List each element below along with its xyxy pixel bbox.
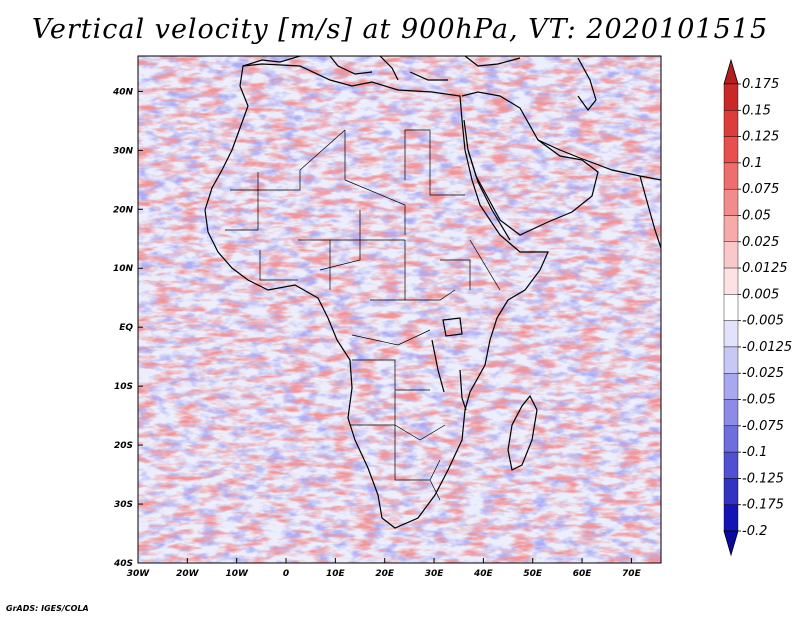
lon-label: 20E [375, 569, 395, 579]
lat-label: 30N [113, 146, 134, 156]
lat-label: 10N [113, 264, 134, 274]
india-coastline [639, 175, 661, 249]
colorbar-swatch [723, 478, 739, 505]
africa-coastline [204, 63, 549, 529]
lon-label: 30E [425, 569, 445, 579]
colorbar-swatch [723, 110, 739, 137]
lat-label: 40N [112, 87, 134, 97]
credit-label: GrADS: IGES/COLA [6, 604, 89, 613]
lat-label: 40S [113, 559, 133, 569]
colorbar-label: 0.025 [742, 235, 779, 250]
colorbar-label: 0.15 [742, 103, 771, 118]
lake-victoria [442, 317, 463, 337]
madagascar-coastline [507, 394, 538, 471]
lon-label: 10E [326, 569, 346, 579]
colorbar-label: -0.175 [742, 498, 784, 513]
colorbar-label: 0.175 [742, 77, 779, 92]
colorbar-swatch [723, 373, 739, 400]
colorbar-label: 0.005 [742, 287, 779, 302]
caspian-coast [577, 57, 597, 111]
persian-gulf-coast [537, 139, 661, 181]
colorbar-swatch [723, 241, 739, 269]
lake-malawi [459, 369, 467, 411]
lon-label: 20W [176, 569, 200, 579]
colorbar-swatch [723, 83, 739, 111]
colorbar-arrow-top [723, 58, 739, 85]
arabia-coastline [461, 91, 599, 236]
velocity-field [138, 56, 661, 563]
lon-label: 70E [622, 569, 642, 579]
lon-label: 40E [473, 569, 494, 579]
colorbar-label: -0.125 [742, 471, 784, 486]
colorbar-swatch [723, 294, 739, 321]
map-frame [137, 55, 662, 564]
lon-label: 10W [225, 569, 249, 579]
longitude-axis: 30W 20W 10W 0 10E 20E 30E 40E 50E 60E 70E [127, 558, 642, 579]
lon-label: 60E [573, 569, 593, 579]
colorbar: 0.175 0.15 0.125 0.1 0.075 0.05 0.025 0.0125 0.0… [723, 58, 792, 557]
colorbar-swatch [723, 399, 739, 427]
colorbar-swatch [723, 162, 739, 190]
lake-tanganyika [431, 339, 445, 393]
colorbar-arrow-bottom [723, 530, 739, 557]
colorbar-swatch [723, 504, 739, 532]
lat-label: 20N [113, 205, 134, 215]
chart-title: Vertical velocity [m/s] at 900hPa, VT: 2… [31, 14, 769, 45]
lon-label: 0 [283, 569, 289, 579]
country-borders [225, 129, 501, 501]
colorbar-label: 0.075 [742, 182, 779, 197]
lon-label: 50E [523, 569, 543, 579]
lat-label: 30S [114, 500, 133, 510]
colorbar-swatch [723, 425, 739, 453]
lat-label: 10S [114, 382, 133, 392]
colorbar-swatch [723, 267, 739, 295]
colorbar-label: 0.1 [742, 156, 763, 171]
lat-label: EQ [119, 323, 133, 333]
colorbar-label: 0.05 [742, 208, 771, 223]
colorbar-swatch [723, 188, 739, 216]
red-sea-coast [467, 149, 511, 241]
colorbar-label: -0.005 [742, 314, 784, 329]
colorbar-swatch [723, 136, 739, 164]
colorbar-label: -0.1 [742, 445, 767, 460]
lat-label: 20S [114, 441, 133, 451]
colorbar-swatch [723, 346, 739, 374]
colorbar-label: -0.2 [742, 524, 767, 539]
colorbar-label: -0.075 [742, 419, 784, 434]
colorbar-swatch [723, 320, 739, 348]
colorbar-label: -0.025 [742, 366, 784, 381]
coastlines [204, 56, 661, 529]
colorbar-label: -0.0125 [742, 340, 792, 355]
colorbar-label: 0.0125 [742, 261, 788, 276]
latitude-axis: 40N 30N 20N 10N EQ 10S 20S 30S 40S [112, 87, 143, 569]
europe-coastline [242, 56, 521, 81]
colorbar-label: 0.125 [742, 130, 779, 145]
colorbar-label: -0.05 [742, 393, 776, 408]
colorbar-swatch [723, 215, 739, 242]
colorbar-swatch [723, 451, 739, 479]
lon-label: 30W [127, 569, 151, 579]
